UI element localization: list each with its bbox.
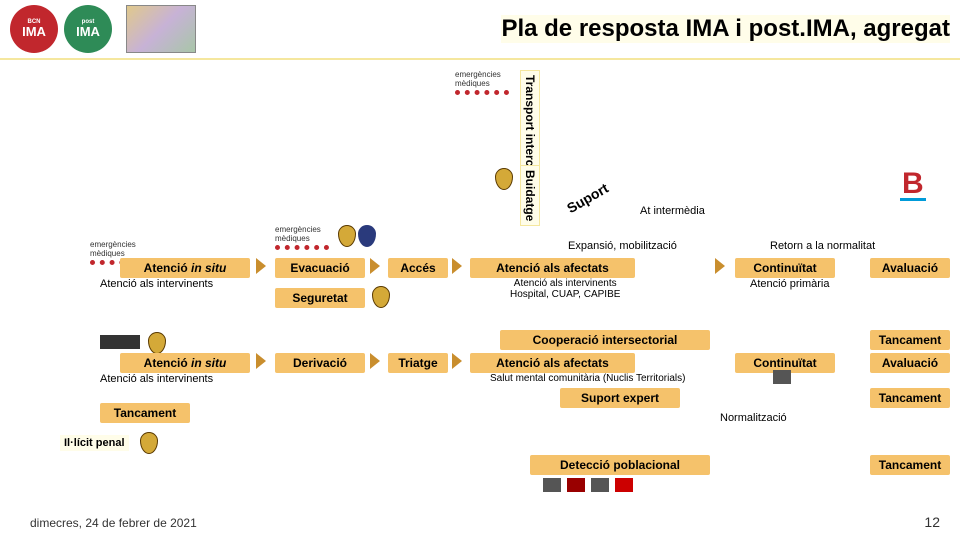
shield-icon-5 (140, 432, 158, 454)
suport-diag: Suport (564, 180, 611, 216)
seguretat-pill: Seguretat (275, 288, 365, 308)
expansio-label: Expansió, mobilització (568, 240, 677, 252)
buidatge-label: Buidatge (520, 165, 540, 226)
footer-date: dimecres, 24 de febrer de 2021 (30, 516, 197, 530)
utccd-logo-icon (770, 370, 794, 389)
derivacio-pill: Derivació (275, 353, 365, 373)
intervinents-label-2: Atenció als intervinents (100, 373, 213, 385)
tancament-pill-4: Tancament (870, 455, 950, 475)
avaluacio-pill-2: Avaluació (870, 353, 950, 373)
atencio-primaria-label: Atenció primària (750, 278, 829, 290)
avaluacio-pill-1: Avaluació (870, 258, 950, 278)
at-intermedia: At intermèdia (640, 205, 705, 217)
header-logos: BCN IMA post IMA (10, 5, 196, 53)
evacuacio-pill: Evacuació (275, 258, 365, 278)
tancament-pill-2: Tancament (870, 388, 950, 408)
logo1-main: IMA (22, 25, 46, 38)
deteccio-pill: Detecció poblacional (530, 455, 710, 475)
cooperacio-pill: Cooperació intersectorial (500, 330, 710, 350)
chevron-icon-3 (452, 258, 462, 274)
tancament-pill-1: Tancament (870, 330, 950, 350)
diagram-canvas: emergències mèdiques Transport intercent… (0, 60, 960, 540)
atencio-afectats-pill-1: Atenció als afectats (470, 258, 635, 278)
continuitat-pill-1: Continuïtat (735, 258, 835, 278)
normalitzacio-label: Normalització (720, 412, 787, 424)
atencio-situ-pill-1: Atenció in situ (120, 258, 250, 278)
suport-expert-pill: Suport expert (560, 388, 680, 408)
intervinents-label-1: Atenció als intervinents (100, 278, 213, 290)
map-icon (126, 5, 196, 53)
acces-pill: Accés (388, 258, 448, 278)
shield-icon-1 (495, 168, 513, 190)
logo2-main: IMA (76, 25, 100, 38)
partner-logos (540, 478, 636, 497)
page-number: 12 (924, 514, 940, 530)
chevron-icon-6 (370, 353, 380, 369)
atencio-situ-pill-2: Atenció in situ (120, 353, 250, 373)
post-ima-logo: post IMA (64, 5, 112, 53)
illicit-label: Il·lícit penal (60, 435, 129, 451)
retorn-label: Retorn a la normalitat (770, 240, 875, 252)
atencio-afectats-pill-2: Atenció als afectats (470, 353, 635, 373)
b-logo-icon: B (900, 172, 926, 201)
emerg-label-1: emergències mèdiques (455, 70, 509, 95)
chevron-icon-5 (256, 353, 266, 369)
cuesb-logo-icon (100, 335, 140, 349)
chevron-icon (256, 258, 266, 274)
chevron-icon-7 (452, 353, 462, 369)
page-title: Pla de resposta IMA i post.IMA, agregat (501, 15, 950, 43)
intervinents-hosp-label: Atenció als intervinents Hospital, CUAP,… (510, 278, 620, 300)
header: BCN IMA post IMA Pla de resposta IMA i p… (0, 0, 960, 60)
shield-icon-2 (338, 225, 356, 247)
shield-icon-4 (148, 332, 166, 354)
salut-mental-label: Salut mental comunitària (Nuclis Territo… (490, 373, 685, 384)
chevron-icon-4 (715, 258, 725, 274)
shield-blue-icon (358, 225, 376, 247)
bcn-ima-logo: BCN IMA (10, 5, 58, 53)
triatge-pill: Triatge (388, 353, 448, 373)
tancament-pill-3: Tancament (100, 403, 190, 423)
shield-icon-3 (372, 286, 390, 308)
emerg-label-3: emergències mèdiques (275, 225, 329, 250)
chevron-icon-2 (370, 258, 380, 274)
